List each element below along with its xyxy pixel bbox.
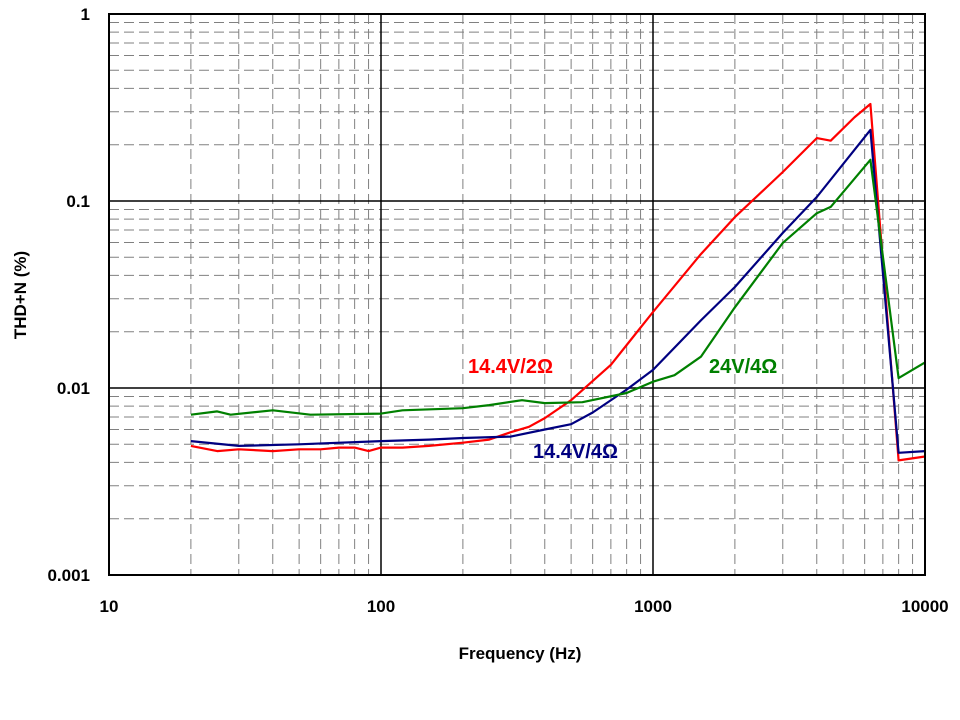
x-tick-label: 10 <box>100 597 119 616</box>
y-tick-label: 0.001 <box>47 566 90 585</box>
x-tick-label: 1000 <box>634 597 672 616</box>
y-tick-label: 1 <box>81 5 90 24</box>
y-tick-label: 0.01 <box>57 379 90 398</box>
series-line-0 <box>190 102 926 462</box>
grid <box>109 14 925 575</box>
x-tick-label: 10000 <box>901 597 948 616</box>
series-label: 24V/4Ω <box>709 356 777 378</box>
series-labels: 14.4V/2Ω 14.4V/4Ω 24V/4Ω <box>468 356 777 463</box>
series-label: 14.4V/4Ω <box>533 441 618 463</box>
series-line-2 <box>190 158 926 416</box>
series-lines <box>190 102 926 462</box>
x-tick-labels: 10 100 1000 10000 <box>100 597 949 616</box>
series-label: 14.4V/2Ω <box>468 356 553 378</box>
y-axis-label: THD+N (%) <box>11 251 30 339</box>
y-tick-label: 0.1 <box>66 192 90 211</box>
x-tick-label: 100 <box>367 597 395 616</box>
plot-frame <box>108 13 926 576</box>
x-axis-label: Frequency (Hz) <box>459 644 582 663</box>
series-line-1 <box>190 128 926 454</box>
y-tick-labels: 0.001 0.01 0.1 1 <box>47 5 90 585</box>
